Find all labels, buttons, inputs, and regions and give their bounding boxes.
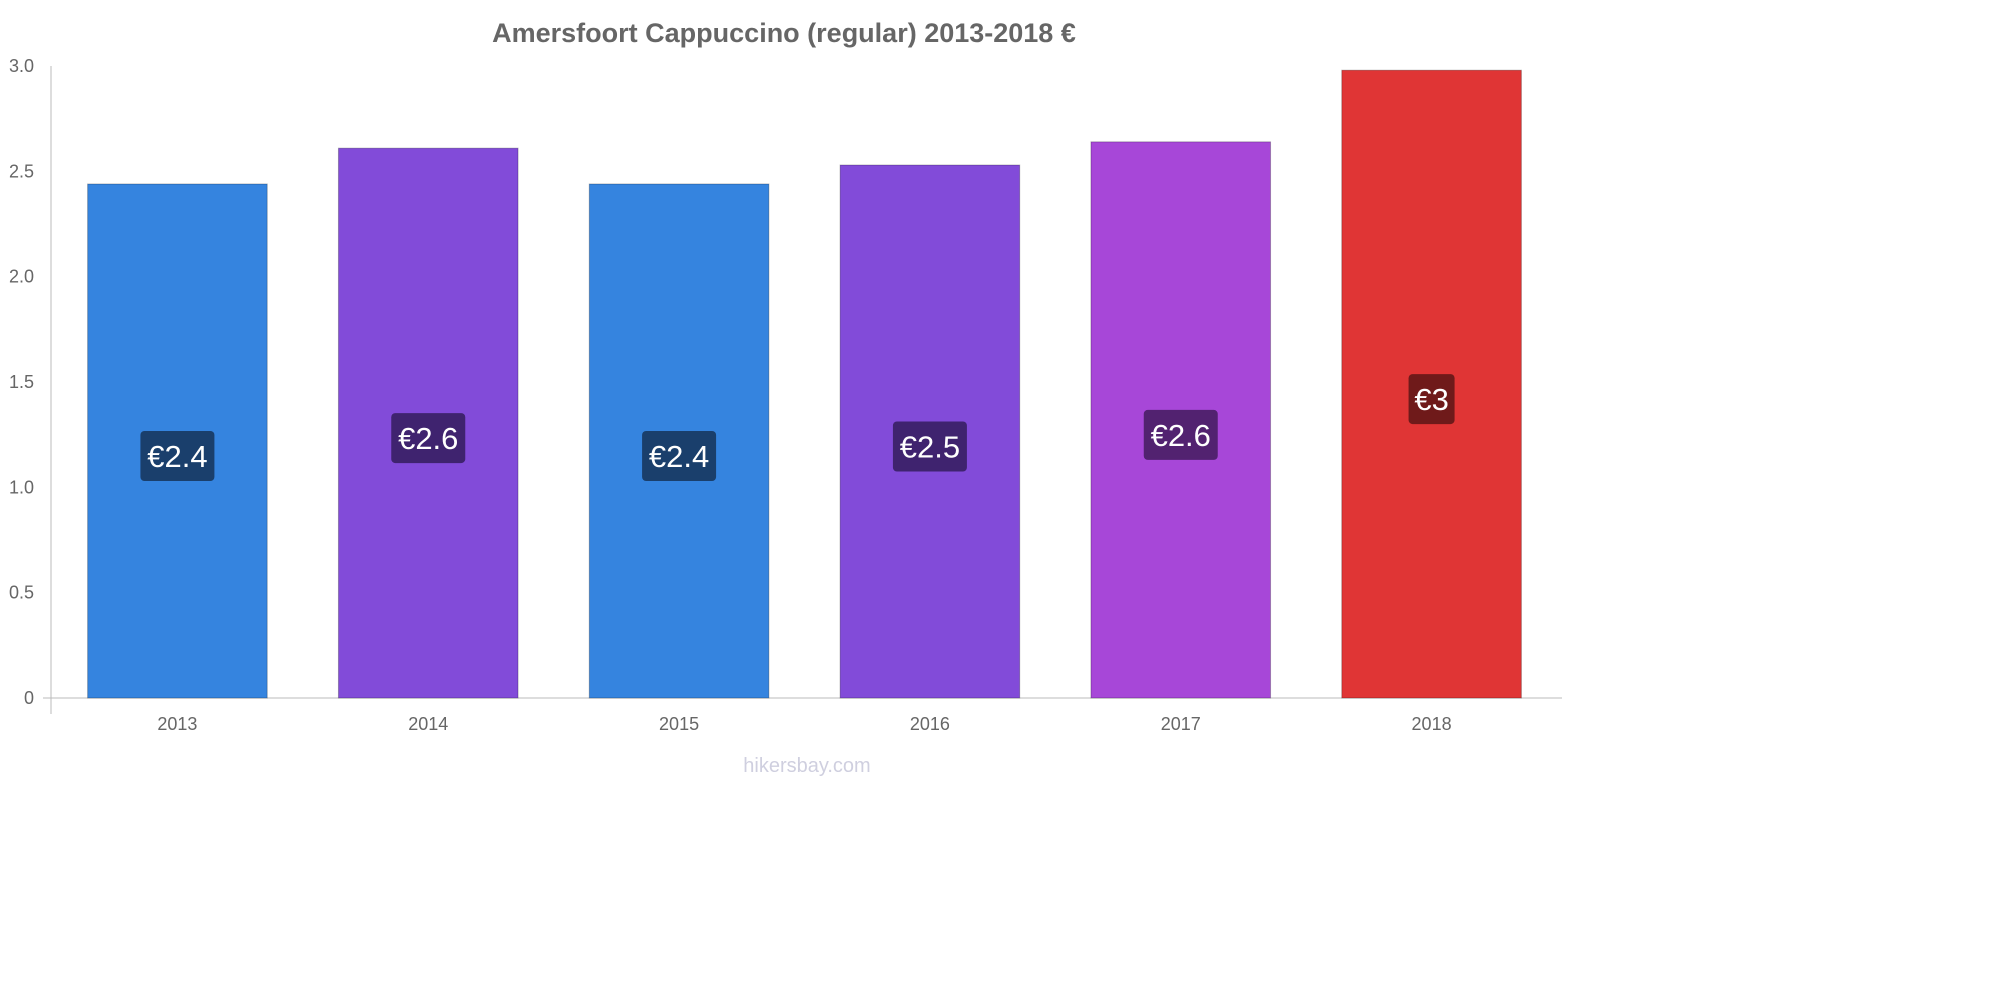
data-label-box: [642, 430, 717, 481]
data-label-box: [391, 413, 466, 464]
y-tick-label: 2.5: [9, 161, 34, 181]
watermark: hikersbay.com: [743, 755, 870, 777]
x-tick-label: 2018: [1412, 714, 1452, 734]
chart: Amersfoort Cappuccino (regular) 2013-201…: [9, 18, 1562, 777]
data-label-box: [1408, 374, 1455, 425]
y-tick-label: 2.0: [9, 267, 34, 287]
data-label: €3: [1414, 382, 1448, 417]
data-label: €2.5: [900, 430, 960, 465]
data-label-box: [1143, 409, 1218, 460]
x-axis: 2013 2014 2015 2016 2017 2018: [43, 697, 1562, 734]
data-label: €2.4: [649, 439, 709, 474]
x-tick-label: 2014: [408, 714, 448, 734]
chart-title: Amersfoort Cappuccino (regular) 2013-201…: [492, 18, 1076, 48]
y-axis: 0 0.5 1.0 1.5 2.0 2.5 3.0: [9, 56, 52, 714]
y-tick-label: 3.0: [9, 56, 34, 76]
data-label-box: [140, 430, 215, 481]
x-tick-label: 2013: [157, 714, 197, 734]
x-tick-label: 2015: [659, 714, 699, 734]
y-tick-label: 1.5: [9, 372, 34, 392]
x-tick-label: 2017: [1161, 714, 1201, 734]
y-tick-label: 0: [24, 688, 34, 708]
y-tick-label: 0.5: [9, 583, 34, 603]
bars: [87, 69, 1522, 699]
data-label: €2.4: [147, 439, 207, 474]
y-tick-label: 1.0: [9, 477, 34, 497]
x-tick-label: 2016: [910, 714, 950, 734]
data-label-box: [892, 421, 967, 472]
data-label: €2.6: [398, 421, 458, 456]
data-label: €2.6: [1151, 418, 1211, 453]
data-labels: €2.4 €2.6 €2.4 €2.5 €2.6 €3: [140, 374, 1455, 481]
